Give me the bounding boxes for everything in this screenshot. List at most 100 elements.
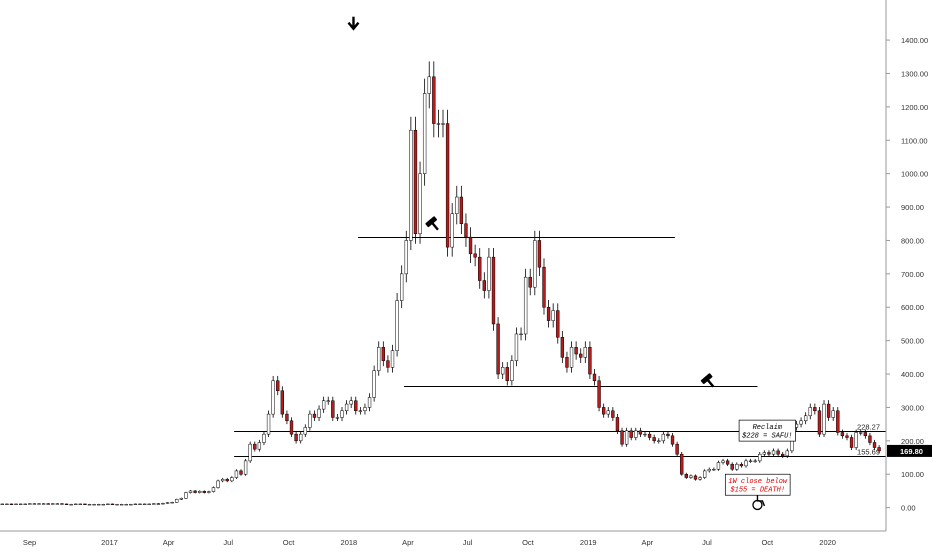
notes: Reclaim$228 = SAFU! 1W close below$155 = …	[724, 419, 796, 496]
candle-down	[156, 503, 161, 505]
time-tick-label: Apr	[402, 538, 414, 547]
candle-down	[872, 442, 877, 448]
level-price-label: 228.27	[857, 423, 880, 432]
candle-down	[725, 460, 730, 465]
candle-down	[312, 413, 317, 418]
candle-up	[634, 430, 638, 438]
candle-up	[657, 440, 661, 442]
candle-up	[514, 333, 519, 361]
gavel-icon	[700, 373, 715, 388]
candle-up	[698, 477, 702, 480]
candle-up	[28, 503, 32, 505]
candle-up	[487, 256, 491, 291]
candle-down	[615, 417, 620, 432]
gavel-handle	[706, 379, 715, 388]
price-tick-label: 500.00	[901, 337, 924, 346]
price-tick-label: 1400.00	[901, 36, 928, 45]
candle-up	[161, 503, 165, 505]
candle-down	[647, 433, 652, 438]
candle-up	[18, 503, 23, 505]
candle-up	[165, 502, 170, 504]
candle-down	[877, 447, 881, 452]
candle-up	[230, 477, 234, 482]
candle-down	[840, 432, 845, 437]
price-tick-label: 100.00	[901, 470, 924, 479]
candle-up	[744, 460, 748, 467]
price-tick-label: 1300.00	[901, 69, 928, 78]
candle-down	[537, 240, 542, 268]
price-tick-label: 800.00	[901, 236, 924, 245]
candle-up	[308, 413, 312, 428]
time-tick-label: Oct	[522, 538, 535, 547]
time-tick-label: Sep	[23, 538, 36, 547]
candle-up	[243, 460, 248, 475]
candle-up	[78, 503, 83, 505]
candle-up	[799, 420, 803, 425]
candle-up	[5, 503, 9, 505]
time-tick-label: 2019	[580, 538, 597, 547]
candle-up	[643, 433, 647, 436]
candle-down	[693, 475, 698, 480]
candle-up	[0, 503, 4, 505]
candle-up	[707, 468, 711, 472]
gavel-handle	[431, 222, 439, 231]
candle-down	[638, 430, 643, 435]
candle-up	[175, 499, 179, 503]
price-tick-label: 200.00	[901, 437, 924, 446]
candle-up	[363, 407, 367, 412]
current-price-label: 169.80	[900, 447, 923, 456]
candle-up	[51, 503, 55, 505]
down-arrow-icon	[347, 16, 360, 31]
candle-up	[436, 123, 441, 125]
price-tick-label: 600.00	[901, 303, 924, 312]
time-tick-label: Oct	[283, 538, 296, 547]
candle-up	[32, 503, 37, 505]
candle-up	[854, 432, 858, 448]
candle-up	[124, 504, 128, 506]
candle-down	[331, 400, 335, 418]
candle-up	[184, 492, 188, 499]
candle-down	[739, 463, 744, 467]
candle-up	[583, 347, 587, 358]
candle-up	[758, 453, 762, 462]
candle-down	[478, 256, 482, 281]
level-price-label: 155.69	[857, 448, 880, 457]
candle-up	[220, 478, 225, 482]
candle-up	[712, 468, 716, 471]
candle-down	[863, 432, 868, 437]
annotations	[347, 16, 766, 511]
note-text: Reclaim	[753, 424, 783, 432]
time-tick-label: Jul	[463, 538, 473, 547]
candle-up	[321, 400, 326, 410]
note-box	[738, 419, 796, 442]
candle-down	[781, 453, 785, 457]
candle-down	[588, 347, 592, 375]
candle-up	[271, 380, 275, 415]
candle-down	[432, 76, 436, 124]
time-tick-label: Jul	[702, 538, 712, 547]
candle-up	[422, 93, 427, 174]
candle-down	[464, 223, 468, 238]
candle-down	[836, 410, 840, 433]
candle-down	[868, 435, 872, 443]
gavel-icon	[425, 216, 439, 231]
candle-down	[542, 266, 546, 308]
candle-down	[546, 306, 551, 321]
candle-up	[689, 475, 693, 478]
candle-up	[188, 490, 193, 493]
candle-up	[41, 503, 46, 505]
candle-down	[611, 410, 615, 418]
candle-up	[501, 367, 505, 375]
candle-up	[510, 360, 514, 381]
candle-down	[597, 380, 601, 408]
candle-down	[845, 435, 849, 438]
candle-up	[418, 173, 422, 235]
time-axis: Sep 2017 Apr Jul Oct 2018 Apr Jul Oct 2019 Apr Jul O…	[0, 530, 886, 547]
price-tick-label: 400.00	[901, 370, 924, 379]
candle-down	[381, 347, 385, 361]
candle-down	[64, 503, 69, 505]
candle-up	[152, 503, 156, 505]
candle-down	[776, 450, 780, 455]
price-axis: 0.00 100.00 200.00 300.00 400.00 500.00 600.00…	[885, 0, 932, 531]
